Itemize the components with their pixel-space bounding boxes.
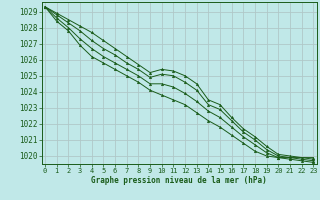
X-axis label: Graphe pression niveau de la mer (hPa): Graphe pression niveau de la mer (hPa) bbox=[91, 176, 267, 185]
